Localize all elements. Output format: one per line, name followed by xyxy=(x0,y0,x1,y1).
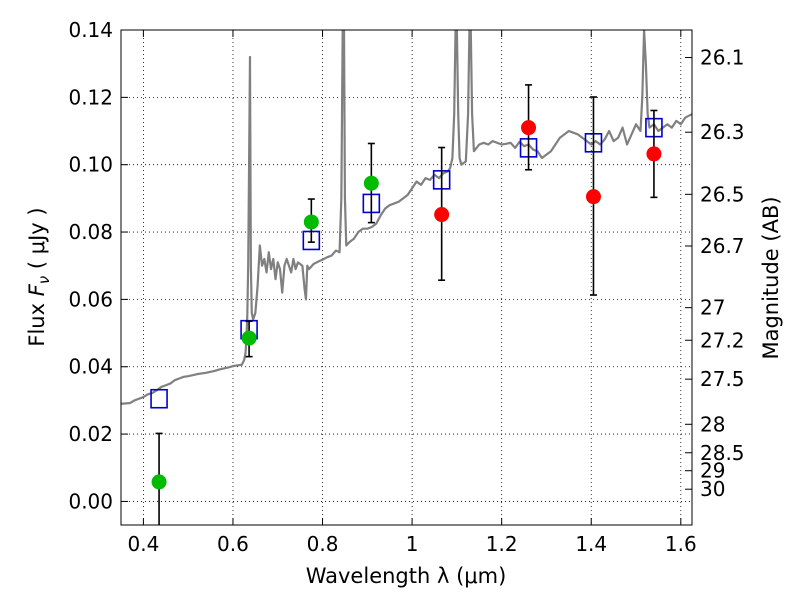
magnitude-tick-label: 26.5 xyxy=(700,182,745,206)
x-tick-label: 1.2 xyxy=(486,532,518,556)
x-tick-label: 0.6 xyxy=(217,532,249,556)
grid-lines xyxy=(121,29,692,525)
plot-frame xyxy=(120,29,693,526)
magnitude-tick-label: 26.7 xyxy=(700,234,745,258)
y-tick-label: 0.10 xyxy=(68,153,113,177)
x-tick-label: 1.4 xyxy=(575,532,607,556)
y-tick-label: 0.04 xyxy=(68,355,113,379)
x-tick-label: 0.8 xyxy=(307,532,339,556)
spectrum-layer xyxy=(121,30,692,405)
magnitude-tick-label: 28 xyxy=(700,412,725,436)
observed-point-red xyxy=(434,207,450,223)
y-axis-label-prefix: Flux xyxy=(25,296,49,346)
x-axis-ticks: 0.4 0.6 0.8 1 1.2 1.4 1.6 xyxy=(127,30,697,556)
magnitude-tick-label: 30 xyxy=(700,477,725,501)
y-axis-label-symbol: F xyxy=(25,283,49,296)
y-axis-label: Flux Fν ( μJy ) xyxy=(25,207,53,346)
magnitude-tick-label: 26.3 xyxy=(700,120,745,144)
observed-point-red xyxy=(521,120,537,136)
observed-point-red xyxy=(646,146,662,162)
y-axis-ticks: 0.00 0.02 0.04 0.06 0.08 0.10 0.12 0.14 xyxy=(68,18,128,513)
magnitude-tick-label: 26.1 xyxy=(700,46,745,70)
magnitude-tick-label: 27.2 xyxy=(700,328,745,352)
observed-point-red xyxy=(585,189,601,205)
magnitude-tick-label: 28.5 xyxy=(700,441,745,465)
observed-photometry-layer xyxy=(151,84,662,525)
y-axis-label-suffix: ( μJy ) xyxy=(25,207,49,275)
magnitude-tick-label: 27.5 xyxy=(700,367,745,391)
y-tick-label: 0.00 xyxy=(68,489,113,513)
x-axis-label: Wavelength λ (μm) xyxy=(306,564,507,588)
y-tick-label: 0.12 xyxy=(68,85,113,109)
y-tick-label: 0.02 xyxy=(68,422,113,446)
x-tick-label: 0.4 xyxy=(127,532,159,556)
x-tick-label: 1.6 xyxy=(665,532,697,556)
observed-point-green xyxy=(303,214,319,230)
model-photometry-layer xyxy=(150,117,663,409)
model-photometry-square xyxy=(150,388,168,409)
magnitude-tick-label: 27 xyxy=(700,296,725,320)
model-spectrum-line xyxy=(121,30,692,405)
magnitude-tick-label: 29 xyxy=(700,459,725,483)
x-tick-label: 1 xyxy=(406,532,419,556)
observed-point-green xyxy=(363,175,379,191)
magnitude-axis-label: Magnitude (AB) xyxy=(759,196,783,359)
observed-point-green xyxy=(151,474,167,490)
y-axis-label-subscript: ν xyxy=(35,276,53,284)
y-tick-label: 0.08 xyxy=(68,220,113,244)
observed-point-green xyxy=(241,330,257,346)
y-tick-label: 0.06 xyxy=(68,287,113,311)
y-tick-label: 0.14 xyxy=(68,18,113,42)
